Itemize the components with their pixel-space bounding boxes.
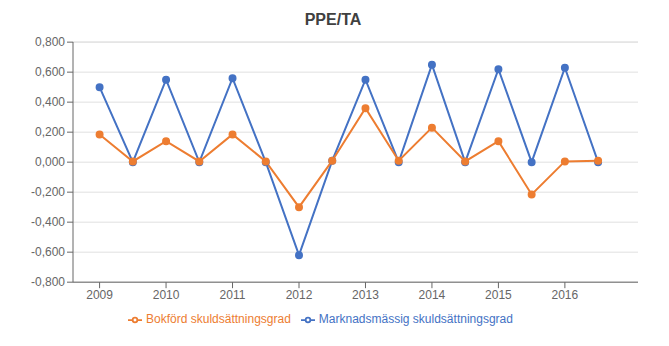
svg-text:2009: 2009 — [86, 288, 113, 302]
svg-text:2011: 2011 — [220, 288, 246, 302]
html-text:PPE/TA: PPE/TA — [304, 11, 362, 28]
svg-text:2012: 2012 — [286, 288, 313, 302]
svg-text:0,000: 0,000 — [35, 155, 65, 169]
svg-text:0,600: 0,600 — [35, 65, 65, 79]
svg-text:-0,200: -0,200 — [31, 185, 65, 199]
svg-text:0,400: 0,400 — [35, 95, 65, 109]
html-text:Bokförd skuldsättningsgrad: Bokförd skuldsättningsgrad — [146, 312, 291, 327]
svg-text:2010: 2010 — [153, 288, 180, 302]
svg-text:-0,400: -0,400 — [31, 215, 65, 229]
html-text:Marknadsmässig skuldsättningsg: Marknadsmässig skuldsättningsgrad — [318, 312, 513, 327]
svg-text:0,200: 0,200 — [35, 125, 65, 139]
svg-text:2014: 2014 — [419, 288, 446, 302]
svg-text:2016: 2016 — [552, 288, 579, 302]
svg-text:0,800: 0,800 — [35, 35, 65, 49]
svg-text:2015: 2015 — [485, 288, 512, 302]
svg-text:2013: 2013 — [352, 288, 379, 302]
svg-text:-0,800: -0,800 — [31, 275, 65, 289]
svg-text:-0,600: -0,600 — [31, 245, 65, 259]
